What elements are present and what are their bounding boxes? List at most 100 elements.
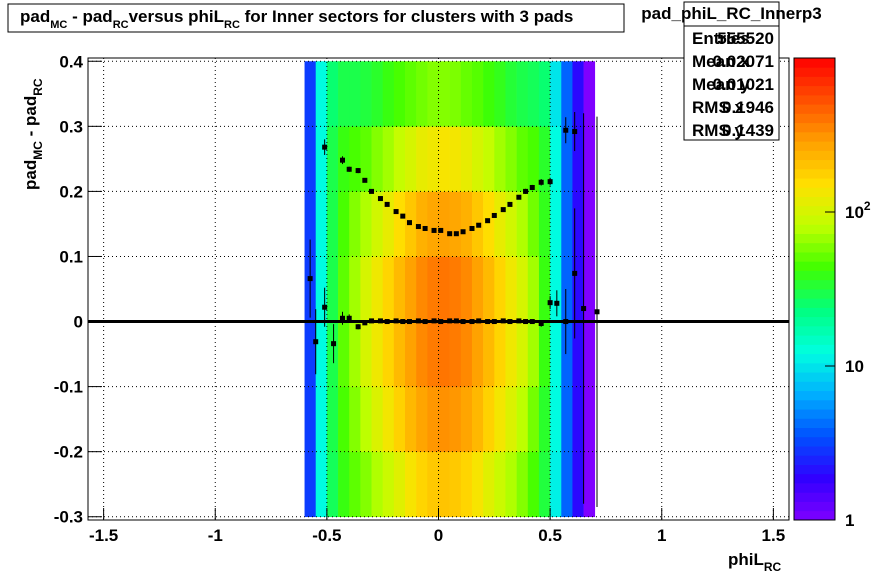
heatmap-cell [438,256,450,322]
palette-step [794,316,835,327]
heatmap-cell [572,191,584,257]
heatmap-cell [505,386,517,452]
chart-title: padMC - padRCversus phiLRC for Inner sec… [20,7,573,31]
heatmap-cell [304,386,317,452]
heatmap-cell [561,256,573,322]
palette-step [794,372,835,382]
profile-point [369,318,375,324]
heatmap-cell [360,451,372,518]
palette-step [794,418,835,428]
heatmap-cell [483,386,495,452]
profile-point [313,339,319,345]
profile-point [400,213,406,219]
palette-step [794,492,835,502]
heatmap-cell [405,256,417,322]
heatmap-cell [438,191,450,257]
profile-point [340,315,346,321]
heatmap-cell [427,191,439,257]
chart-title-part: RC [113,19,129,31]
palette-step [794,104,835,114]
z-tick-text: 10 [845,203,864,222]
heatmap-cell [527,61,540,127]
profile-point [355,324,361,330]
palette-step [794,150,835,161]
heatmap-cell [349,321,361,387]
heatmap-cell [483,451,495,518]
heatmap-cell [527,386,540,452]
heatmap-cell [583,386,596,452]
x-tick-label: 0 [434,526,443,545]
heatmap-cell [449,126,462,192]
profile-point [516,318,522,324]
heatmap-cell [494,256,506,322]
heatmap-cell [338,191,350,257]
profile-point [529,184,535,190]
heatmap-cell [505,256,517,322]
stats-value: 0.02071 [713,52,774,71]
palette-step [794,362,835,373]
profile-point [476,318,482,324]
heatmap-cell [405,126,417,192]
profile-point [406,319,412,325]
chart-title-part: pad [20,7,50,26]
heatmap-cell [505,191,517,257]
heatmap-cell [382,126,395,192]
heatmap-cell [438,126,450,192]
heatmap-cell [315,191,328,257]
heatmap-cell [561,191,573,257]
profile-point [400,319,406,325]
heatmap-cell [382,191,395,257]
heatmap-cell [338,256,350,322]
heatmap-cell [382,256,395,322]
y-axis-label-part: RC [31,78,45,96]
x-tick-label: -1.5 [89,526,118,545]
palette-frame [793,57,836,521]
heatmap-cell [427,61,439,127]
heatmap-cell [416,191,428,257]
palette-step [794,427,835,438]
heatmap-cell [304,451,317,518]
heatmap-cell [315,126,328,192]
profile-point [453,231,459,237]
heatmap-cell [371,126,383,192]
heatmap-cell [393,191,406,257]
heatmap-cell [393,451,406,518]
profile-point [384,319,390,325]
palette-step [794,233,835,244]
heatmap-cell [315,386,328,452]
heatmap-cell [561,386,573,452]
heatmap-cell [393,61,406,127]
profile-point [469,225,475,231]
heatmap-cell [494,191,506,257]
heatmap-cell [460,126,473,192]
y-tick-label: 0.3 [59,117,83,136]
heatmap-cell [538,386,551,452]
palette-step [794,215,835,225]
heatmap-cell [304,126,317,192]
heatmap-cell [360,61,372,127]
profile-point [523,319,529,325]
profile-point [460,319,466,325]
palette-step [794,168,835,179]
profile-point [469,319,475,325]
profile-point [369,188,375,194]
heatmap-cell [438,451,450,518]
heatmap-cell [583,191,596,257]
profile-point [485,319,491,325]
palette-step [794,436,835,447]
profile-point [581,306,587,312]
heatmap-cell [405,321,417,387]
z-tick-label: 1 [845,511,854,530]
heatmap-cell [405,386,417,452]
heatmap-cell [393,386,406,452]
palette-step [794,390,835,401]
profile-point [422,319,428,325]
heatmap-cell [416,256,428,322]
heatmap-cell [471,321,484,387]
heatmap-cell [550,386,562,452]
heatmap-cell [382,61,395,127]
heatmap-cell [583,126,596,192]
palette-step [794,325,835,336]
heatmap-cell [315,61,328,127]
heatmap-cell [304,191,317,257]
